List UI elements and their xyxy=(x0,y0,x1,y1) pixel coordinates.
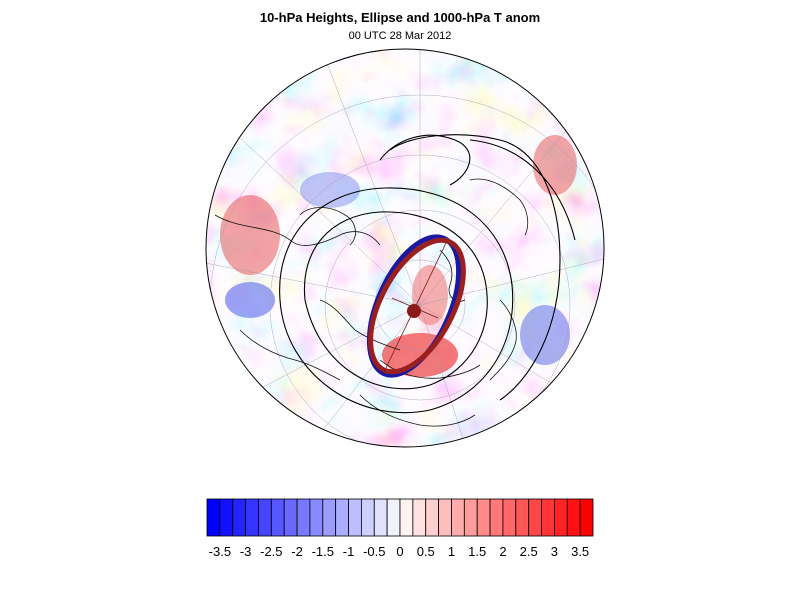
colorbar-box xyxy=(515,498,530,537)
colorbar-box xyxy=(399,498,414,537)
colorbar-box xyxy=(554,498,568,537)
coastlines xyxy=(214,178,529,427)
colorbar-tick-label: -3 xyxy=(240,544,252,559)
colorbar-tick-label: 2.5 xyxy=(520,544,538,559)
height-contours xyxy=(279,134,576,414)
colorbar-tick-label: 0 xyxy=(396,544,403,559)
colorbar-box xyxy=(270,498,285,537)
colorbar-box xyxy=(232,498,247,537)
colorbar-tick-label: -0.5 xyxy=(363,544,385,559)
colorbar-tick-label: 1 xyxy=(448,544,455,559)
colorbar-box xyxy=(476,498,491,537)
colorbar-labels: -3.5 -3 -2.5 -2 -1.5 -1 -0.5 0 0.5 1 1.5 2 2.5 3 3.5 xyxy=(209,544,590,559)
pole-marker xyxy=(407,304,421,318)
colorbar-box xyxy=(258,498,272,537)
colorbar-box xyxy=(360,498,375,537)
colorbar-box xyxy=(309,498,324,537)
colorbar-box xyxy=(219,498,234,537)
colorbar-box xyxy=(412,498,427,537)
colorbar-tick-label: 1.5 xyxy=(468,544,486,559)
colorbar-tick-label: -3.5 xyxy=(209,544,231,559)
colorbar-boxes xyxy=(206,498,594,537)
colorbar-box xyxy=(566,498,581,537)
colorbar-box xyxy=(206,498,221,537)
colorbar-tick-label: -2.5 xyxy=(260,544,282,559)
anomaly-field xyxy=(206,49,604,447)
colorbar-tick-label: 2 xyxy=(499,544,506,559)
colorbar-box xyxy=(425,498,440,537)
colorbar-box xyxy=(528,498,542,537)
globe-border xyxy=(205,48,605,448)
colorbar-box xyxy=(335,498,349,537)
colorbar-box xyxy=(502,498,517,537)
colorbar-tick-label: -1 xyxy=(343,544,355,559)
colorbar-box xyxy=(451,498,465,537)
colorbar-box xyxy=(386,498,401,537)
colorbar-box xyxy=(463,498,478,537)
vortex-ellipses xyxy=(366,234,466,378)
colorbar-box xyxy=(283,498,298,537)
colorbar-box xyxy=(541,498,555,537)
ellipse-red xyxy=(368,237,466,375)
colorbar-tick-label: -2 xyxy=(291,544,303,559)
colorbar-box xyxy=(348,498,362,537)
colorbar-tick-label: -1.5 xyxy=(312,544,334,559)
colorbar-box xyxy=(322,498,337,537)
colorbar-box xyxy=(489,498,504,537)
colorbar-box xyxy=(245,498,259,537)
colorbar-box xyxy=(438,498,452,537)
colorbar-box xyxy=(373,498,388,537)
colorbar-tick-label: 3.5 xyxy=(571,544,589,559)
colorbar-box xyxy=(296,498,311,537)
chart-title: 10-hPa Heights, Ellipse and 1000-hPa T a… xyxy=(259,10,541,25)
colorbar-tick-label: 3 xyxy=(551,544,558,559)
colorbar-box xyxy=(579,498,594,537)
chart-subtitle: 00 UTC 28 Mar 2012 xyxy=(348,30,452,42)
colorbar-tick-label: 0.5 xyxy=(417,544,435,559)
